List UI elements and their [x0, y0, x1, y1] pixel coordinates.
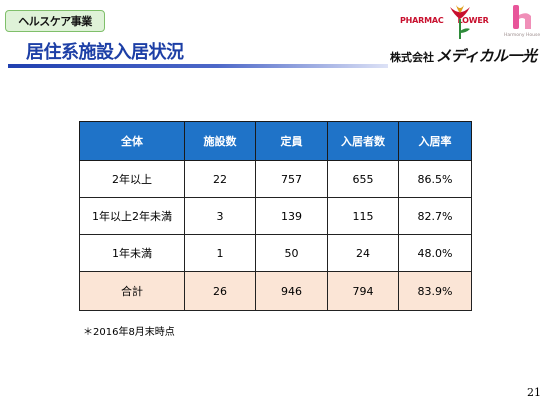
total-label: 合計: [79, 271, 185, 311]
cell-capacity: 139: [255, 197, 328, 235]
header-cell-rate: 入居率: [398, 121, 472, 161]
cell-facilities: 1: [184, 234, 256, 272]
cell-residents: 655: [327, 160, 399, 198]
section-tag: ヘルスケア事業: [5, 10, 105, 32]
pharma-logo-prefix: PHARMAC: [400, 16, 444, 25]
flower-logo-icon: [450, 5, 470, 39]
header-cell-residents: 入居者数: [327, 121, 399, 161]
cell-residents: 115: [327, 197, 399, 235]
page-number: 21: [527, 386, 541, 399]
cell-rate: 82.7%: [398, 197, 472, 235]
cell-residents: 24: [327, 234, 399, 272]
row-label: 1年未満: [79, 234, 185, 272]
pharma-logo-suffix: LOWER: [457, 16, 489, 25]
total-residents: 794: [327, 271, 399, 311]
occupancy-table: 全体 施設数 定員 入居者数 入居率 2年以上 22 757 655 86.5%…: [79, 121, 472, 311]
table-row: 2年以上 22 757 655 86.5%: [79, 160, 472, 198]
cell-capacity: 50: [255, 234, 328, 272]
cell-facilities: 22: [184, 160, 256, 198]
row-label: 1年以上2年未満: [79, 197, 185, 235]
harmony-house-icon: [513, 5, 531, 29]
table-row: 1年未満 1 50 24 48.0%: [79, 234, 472, 272]
harmony-house-caption: Harmony House: [504, 33, 541, 38]
cell-rate: 86.5%: [398, 160, 472, 198]
company-logo: 株式会社 メディカル一光: [390, 45, 537, 66]
header-cell-category: 全体: [79, 121, 185, 161]
table-total-row: 合計 26 946 794 83.9%: [79, 271, 472, 311]
footnote: ＊2016年8月末時点: [83, 327, 175, 338]
title-underline: [8, 64, 388, 68]
total-rate: 83.9%: [398, 271, 472, 311]
row-label: 2年以上: [79, 160, 185, 198]
table-row: 1年以上2年未満 3 139 115 82.7%: [79, 197, 472, 235]
cell-capacity: 757: [255, 160, 328, 198]
table-header-row: 全体 施設数 定員 入居者数 入居率: [79, 121, 472, 161]
page-title: 居住系施設入居状況: [26, 42, 184, 63]
header-cell-capacity: 定員: [255, 121, 328, 161]
cell-rate: 48.0%: [398, 234, 472, 272]
total-facilities: 26: [184, 271, 256, 311]
company-prefix: 株式会社: [390, 51, 434, 64]
cell-facilities: 3: [184, 197, 256, 235]
company-brand: メディカル一光: [436, 47, 537, 65]
pharma-logo-text: PHARMAC LOWER: [400, 16, 489, 25]
total-capacity: 946: [255, 271, 328, 311]
header-cell-facilities: 施設数: [184, 121, 256, 161]
